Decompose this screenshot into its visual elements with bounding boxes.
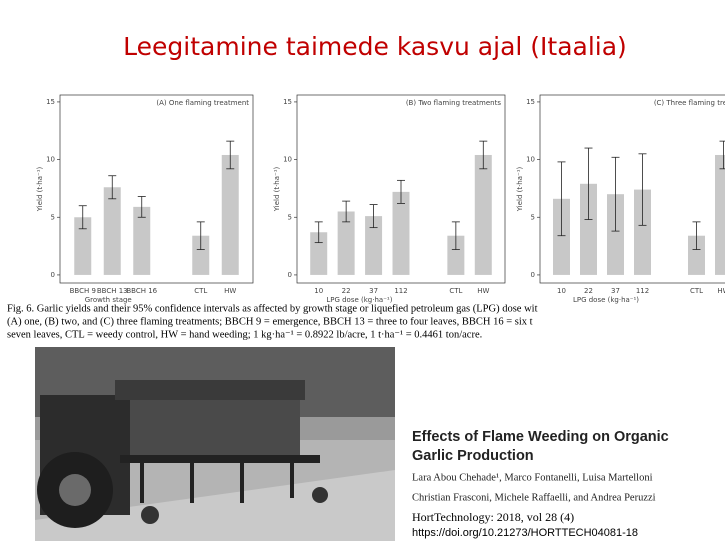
y-tick-label: 0 [288, 271, 292, 279]
x-tick-label: 112 [636, 287, 649, 295]
x-tick-label: HW [224, 287, 236, 295]
x-tick-label: BBCH 9 [70, 287, 96, 295]
x-tick-label: 22 [584, 287, 593, 295]
y-axis-label: Yield (t·ha⁻¹) [273, 166, 281, 212]
y-tick-label: 5 [288, 213, 292, 221]
photo [35, 347, 395, 541]
y-tick-label: 0 [531, 271, 535, 279]
x-axis-label: Growth stage [85, 296, 132, 304]
x-tick-label: 37 [611, 287, 620, 295]
y-tick-label: 15 [46, 98, 55, 106]
panel-title: (C) Three flaming treatments [654, 99, 725, 107]
x-axis-label: LPG dose (kg·ha⁻¹) [573, 296, 639, 304]
caption-line: (A) one, (B) two, and (C) three flaming … [7, 316, 533, 327]
x-tick-label: CTL [194, 287, 207, 295]
bar [222, 155, 239, 275]
y-tick-label: 15 [526, 98, 535, 106]
chart-panel: 0 5 10 15 Yield (t·ha⁻¹) (C) Three flaming tr… [516, 95, 725, 304]
x-tick-label: 37 [369, 287, 378, 295]
x-tick-label: 10 [557, 287, 566, 295]
x-axis-label: LPG dose (kg·ha⁻¹) [326, 296, 392, 304]
slide: Leegitamine taimede kasvu ajal (Itaalia)… [0, 0, 725, 547]
y-tick-label: 5 [531, 213, 535, 221]
x-tick-label: HW [717, 287, 725, 295]
y-tick-label: 5 [51, 213, 55, 221]
slide-title: Leegitamine taimede kasvu ajal (Itaalia) [123, 32, 627, 61]
y-tick-label: 15 [283, 98, 292, 106]
panel-title: (B) Two flaming treatments [406, 99, 502, 107]
y-axis-label: Yield (t·ha⁻¹) [516, 166, 524, 212]
bar [715, 155, 725, 275]
x-tick-label: CTL [449, 287, 462, 295]
x-tick-label: CTL [690, 287, 703, 295]
x-tick-label: BBCH 16 [126, 287, 157, 295]
x-tick-label: 22 [342, 287, 351, 295]
chart-panel: 0 5 10 15 Yield (t·ha⁻¹) (A) One flaming trea… [36, 95, 253, 304]
y-tick-label: 10 [46, 156, 55, 164]
x-tick-label: BBCH 13 [97, 287, 128, 295]
panel-title: (A) One flaming treatment [156, 99, 249, 107]
y-tick-label: 0 [51, 271, 55, 279]
bar [475, 155, 492, 275]
paper-authors: Christian Frasconi, Michele Raffaelli, a… [412, 492, 656, 503]
paper-title: Garlic Production [412, 448, 534, 464]
chart-panel: 0 5 10 15 Yield (t·ha⁻¹) (B) Two flaming trea… [273, 95, 505, 304]
paper-title: Effects of Flame Weeding on Organic [412, 429, 669, 445]
x-tick-label: 10 [314, 287, 323, 295]
y-tick-label: 10 [283, 156, 292, 164]
x-tick-label: 112 [394, 287, 407, 295]
caption-line: seven leaves, CTL = weedy control, HW = … [7, 329, 482, 340]
x-tick-label: HW [477, 287, 489, 295]
bar [104, 187, 121, 275]
caption-line: Fig. 6. Garlic yields and their 95% conf… [7, 303, 538, 314]
bar [393, 192, 410, 275]
y-axis-label: Yield (t·ha⁻¹) [36, 166, 44, 212]
y-tick-label: 10 [526, 156, 535, 164]
paper-doi: https://doi.org/10.21273/HORTTECH04081-1… [412, 527, 638, 539]
paper-journal: HortTechnology: 2018, vol 28 (4) [412, 510, 574, 524]
paper-authors: Lara Abou Chehade¹, Marco Fontanelli, Lu… [412, 472, 653, 483]
